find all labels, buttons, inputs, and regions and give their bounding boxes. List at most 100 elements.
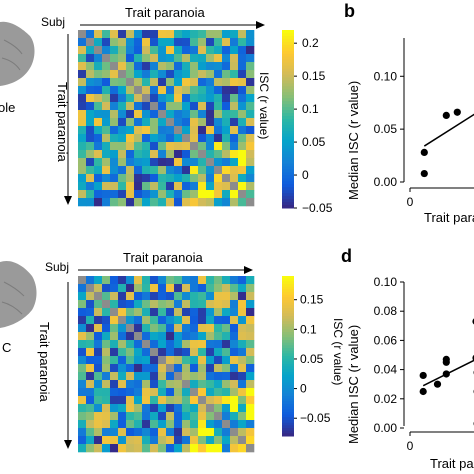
heatmap-cell <box>86 340 95 349</box>
heatmap-cell <box>246 86 255 95</box>
heatmap-cell <box>110 292 119 301</box>
heatmap-cell <box>238 436 247 445</box>
heatmap-cell <box>86 190 95 199</box>
heatmap-cell <box>126 166 135 175</box>
y-tick-label: 0.06 <box>374 333 398 347</box>
heatmap-cell <box>134 54 143 63</box>
heatmap-cell <box>182 86 191 95</box>
heatmap-cell <box>246 182 255 191</box>
heatmap-cell <box>206 324 215 333</box>
heatmap-cell <box>182 420 191 429</box>
heatmap-cell <box>150 38 159 47</box>
heatmap-cell <box>158 324 167 333</box>
heatmap-cell <box>246 348 255 357</box>
heatmap-cell <box>230 324 239 333</box>
heatmap-cell <box>126 134 135 143</box>
heatmap-cell <box>222 38 231 47</box>
heatmap-cell <box>94 404 103 413</box>
colorbar-segment <box>282 65 294 70</box>
colorbar-segment <box>282 348 294 352</box>
heatmap-cell <box>198 86 207 95</box>
heatmap-cell <box>230 316 239 325</box>
heatmap-cell <box>206 276 215 285</box>
heatmap-cell <box>142 54 151 63</box>
heatmap-cell <box>102 174 111 183</box>
heatmap-cell <box>222 436 231 445</box>
heatmap-cell <box>102 190 111 199</box>
heatmap-cell <box>166 158 175 167</box>
colorbar-segment <box>282 353 294 357</box>
heatmap-cell <box>206 388 215 397</box>
heatmap-cell <box>118 428 127 437</box>
heatmap-cell <box>78 388 87 397</box>
heatmap-cell <box>158 182 167 191</box>
heatmap-cell <box>230 380 239 389</box>
heatmap-cell <box>134 356 143 365</box>
heatmap-cell <box>134 70 143 79</box>
heatmap-cell <box>142 412 151 421</box>
heatmap-cell <box>166 348 175 357</box>
heatmap-cell <box>86 158 95 167</box>
heatmap-cell <box>94 300 103 309</box>
heatmap-cell <box>238 86 247 95</box>
heatmap-cell <box>102 182 111 191</box>
heatmap-cell <box>78 102 87 111</box>
heatmap-cell <box>110 380 119 389</box>
heatmap-cell <box>110 388 119 397</box>
heatmap-cell <box>142 190 151 199</box>
heatmap-cell <box>126 420 135 429</box>
heatmap-cell <box>86 348 95 357</box>
heatmap-cell <box>142 110 151 119</box>
heatmap-cell <box>86 436 95 445</box>
heatmap-cell <box>206 46 215 55</box>
heatmap-cell <box>150 182 159 191</box>
heatmap-cell <box>78 46 87 55</box>
heatmap-cell <box>142 316 151 325</box>
heatmap-cell <box>150 126 159 135</box>
heatmap-bottom-y-title: Trait paranoia <box>37 322 52 402</box>
heatmap-cell <box>206 380 215 389</box>
brain-label-bottom: C <box>2 340 11 355</box>
heatmap-cell <box>174 412 183 421</box>
heatmap-cell <box>118 444 127 453</box>
colorbar-segment <box>282 145 294 150</box>
heatmap-cell <box>230 388 239 397</box>
heatmap-bottom-cells <box>78 276 255 453</box>
heatmap-cell <box>150 292 159 301</box>
heatmap-cell <box>134 94 143 103</box>
colorbar-segment <box>282 329 294 333</box>
heatmap-cell <box>158 166 167 175</box>
heatmap-cell <box>214 166 223 175</box>
heatmap-cell <box>78 38 87 47</box>
heatmap-cell <box>230 46 239 55</box>
heatmap-cell <box>150 190 159 199</box>
colorbar-segment <box>282 276 294 280</box>
heatmap-cell <box>78 404 87 413</box>
heatmap-cell <box>230 78 239 87</box>
heatmap-cell <box>94 396 103 405</box>
heatmap-cell <box>102 102 111 111</box>
heatmap-cell <box>214 380 223 389</box>
heatmap-cell <box>198 300 207 309</box>
heatmap-cell <box>174 364 183 373</box>
heatmap-cell <box>190 62 199 71</box>
heatmap-cell <box>222 308 231 317</box>
heatmap-cell <box>142 70 151 79</box>
heatmap-cell <box>230 404 239 413</box>
heatmap-cell <box>142 30 151 39</box>
heatmap-cell <box>150 300 159 309</box>
colorbar-segment <box>282 101 294 105</box>
heatmap-cell <box>214 62 223 71</box>
heatmap-cell <box>94 388 103 397</box>
heatmap-cell <box>206 94 215 103</box>
heatmap-cell <box>94 174 103 183</box>
heatmap-cell <box>102 276 111 285</box>
heatmap-cell <box>78 86 87 95</box>
heatmap-cell <box>182 46 191 55</box>
heatmap-cell <box>238 166 247 175</box>
heatmap-cell <box>142 276 151 285</box>
colorbar-segment <box>282 337 294 341</box>
heatmap-cell <box>238 38 247 47</box>
heatmap-cell <box>126 276 135 285</box>
heatmap-cell <box>206 364 215 373</box>
